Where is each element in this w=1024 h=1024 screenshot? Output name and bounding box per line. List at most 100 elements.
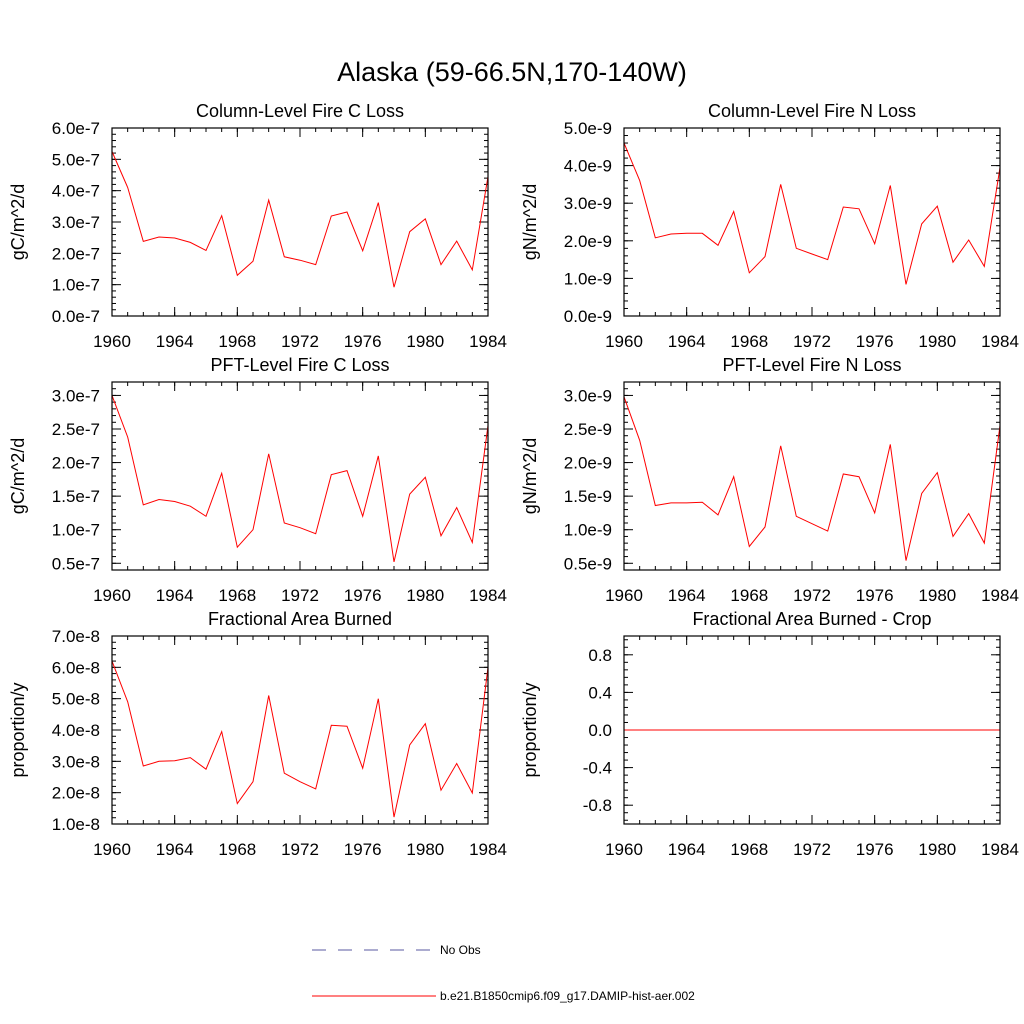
x-tick-label: 1968 [730,840,768,859]
x-tick-label: 1980 [918,840,956,859]
x-tick-label: 1964 [668,332,706,351]
y-tick-label: 3.0e-7 [52,386,100,405]
y-tick-label: 5.0e-8 [52,690,100,709]
x-tick-label: 1964 [668,586,706,605]
x-tick-label: 1984 [469,586,507,605]
x-tick-label: 1968 [218,586,256,605]
y-tick-label: 0.0 [588,721,612,740]
x-tick-label: 1972 [281,586,319,605]
y-tick-label: 3.0e-9 [564,194,612,213]
plot-frame [623,381,1001,571]
y-tick-label: 3.0e-9 [564,386,612,405]
x-tick-label: 1984 [469,332,507,351]
y-tick-label: 2.0e-7 [52,244,100,263]
x-tick-label: 1976 [344,840,382,859]
legend-label-no-obs: No Obs [440,943,481,957]
x-tick-label: 1972 [281,840,319,859]
y-tick-label: 1.0e-9 [564,269,612,288]
y-tick-label: 1.5e-7 [52,487,100,506]
panel-4: PFT-Level Fire N Loss gN/m^2/d 1960 1964 196… [520,355,1019,605]
x-tick-label: 1980 [406,332,444,351]
y-tick-label: 3.0e-7 [52,213,100,232]
y-tick-label: 7.0e-8 [52,627,100,646]
y-axis-label: gN/m^2/d [520,184,540,260]
panel-5: Fractional Area Burned proportion/y 1960 19… [8,609,507,859]
y-axis-label: gC/m^2/d [8,184,28,260]
x-tick-label: 1972 [281,332,319,351]
x-tick-label: 1960 [93,332,131,351]
minor-ticks [111,635,489,825]
minor-ticks [111,382,489,571]
y-tick-label: 2.5e-7 [52,420,100,439]
panels: Column-Level Fire C Loss gC/m^2/d 1960 1964… [8,101,1019,859]
y-axis-label: gN/m^2/d [520,438,540,514]
plot-frame [111,127,489,317]
y-tick-label: 6.0e-8 [52,658,100,677]
x-tick-label: 1980 [918,586,956,605]
y-axis-label: proportion/y [520,682,540,777]
y-tick-label: 0.5e-9 [564,554,612,573]
y-tick-label: 3.0e-8 [52,752,100,771]
y-tick-label: 4.0e-7 [52,182,100,201]
x-tick-label: 1976 [856,332,894,351]
y-tick-label: 2.5e-9 [564,420,612,439]
y-tick-label: 2.0e-8 [52,784,100,803]
y-tick-label: 1.0e-9 [564,521,612,540]
y-tick-label: 6.0e-7 [52,119,100,138]
x-tick-label: 1976 [344,332,382,351]
plot-frame [623,127,1001,317]
x-tick-label: 1984 [981,840,1019,859]
x-tick-label: 1960 [93,840,131,859]
y-tick-label: 1.0e-7 [52,276,100,295]
panel-title: Column-Level Fire N Loss [708,101,916,121]
series-line [111,151,489,288]
y-tick-label: 0.8 [588,646,612,665]
y-tick-label: -0.8 [583,796,612,815]
y-tick-label: 0.5e-7 [52,554,100,573]
panel-3: PFT-Level Fire C Loss gC/m^2/d 1960 1964 196… [8,355,507,605]
x-tick-label: 1968 [730,586,768,605]
y-tick-label: 1.0e-8 [52,815,100,834]
minor-ticks [623,382,1001,571]
x-tick-label: 1972 [793,840,831,859]
series-line [623,396,1001,561]
y-axis-label: proportion/y [8,682,28,777]
panel-6: Fractional Area Burned - Crop proportion/… [520,609,1019,859]
series-line [111,660,489,818]
x-tick-label: 1964 [156,586,194,605]
series-line [623,142,1001,285]
legend: No Obs b.e21.B1850cmip6.f09_g17.DAMIP-hi… [312,943,695,1003]
plot-frame [111,635,489,825]
x-tick-label: 1960 [605,586,643,605]
panel-title: Fractional Area Burned [208,609,392,629]
x-tick-label: 1972 [793,586,831,605]
x-tick-label: 1976 [344,586,382,605]
x-tick-label: 1980 [918,332,956,351]
panel-title: Fractional Area Burned - Crop [692,609,931,629]
minor-ticks [623,128,1001,317]
y-tick-label: 0.0e-9 [564,307,612,326]
y-tick-label: 2.0e-9 [564,232,612,251]
x-tick-label: 1980 [406,840,444,859]
y-tick-label: 4.0e-9 [564,157,612,176]
x-tick-label: 1960 [605,840,643,859]
y-tick-label: 2.0e-9 [564,454,612,473]
panel-title: PFT-Level Fire C Loss [210,355,389,375]
y-tick-label: 0.4 [588,683,612,702]
x-tick-label: 1964 [156,332,194,351]
x-tick-label: 1968 [218,332,256,351]
x-tick-label: 1972 [793,332,831,351]
x-tick-label: 1960 [605,332,643,351]
x-tick-label: 1960 [93,586,131,605]
minor-ticks [111,128,489,316]
figure-title: Alaska (59-66.5N,170-140W) [337,57,687,87]
y-tick-label: 1.5e-9 [564,487,612,506]
y-tick-label: 2.0e-7 [52,454,100,473]
x-tick-label: 1964 [668,840,706,859]
y-tick-label: 1.0e-7 [52,521,100,540]
x-tick-label: 1984 [981,332,1019,351]
y-axis-label: gC/m^2/d [8,438,28,514]
y-tick-label: 5.0e-9 [564,119,612,138]
legend-label-model: b.e21.B1850cmip6.f09_g17.DAMIP-hist-aer.… [440,989,695,1003]
